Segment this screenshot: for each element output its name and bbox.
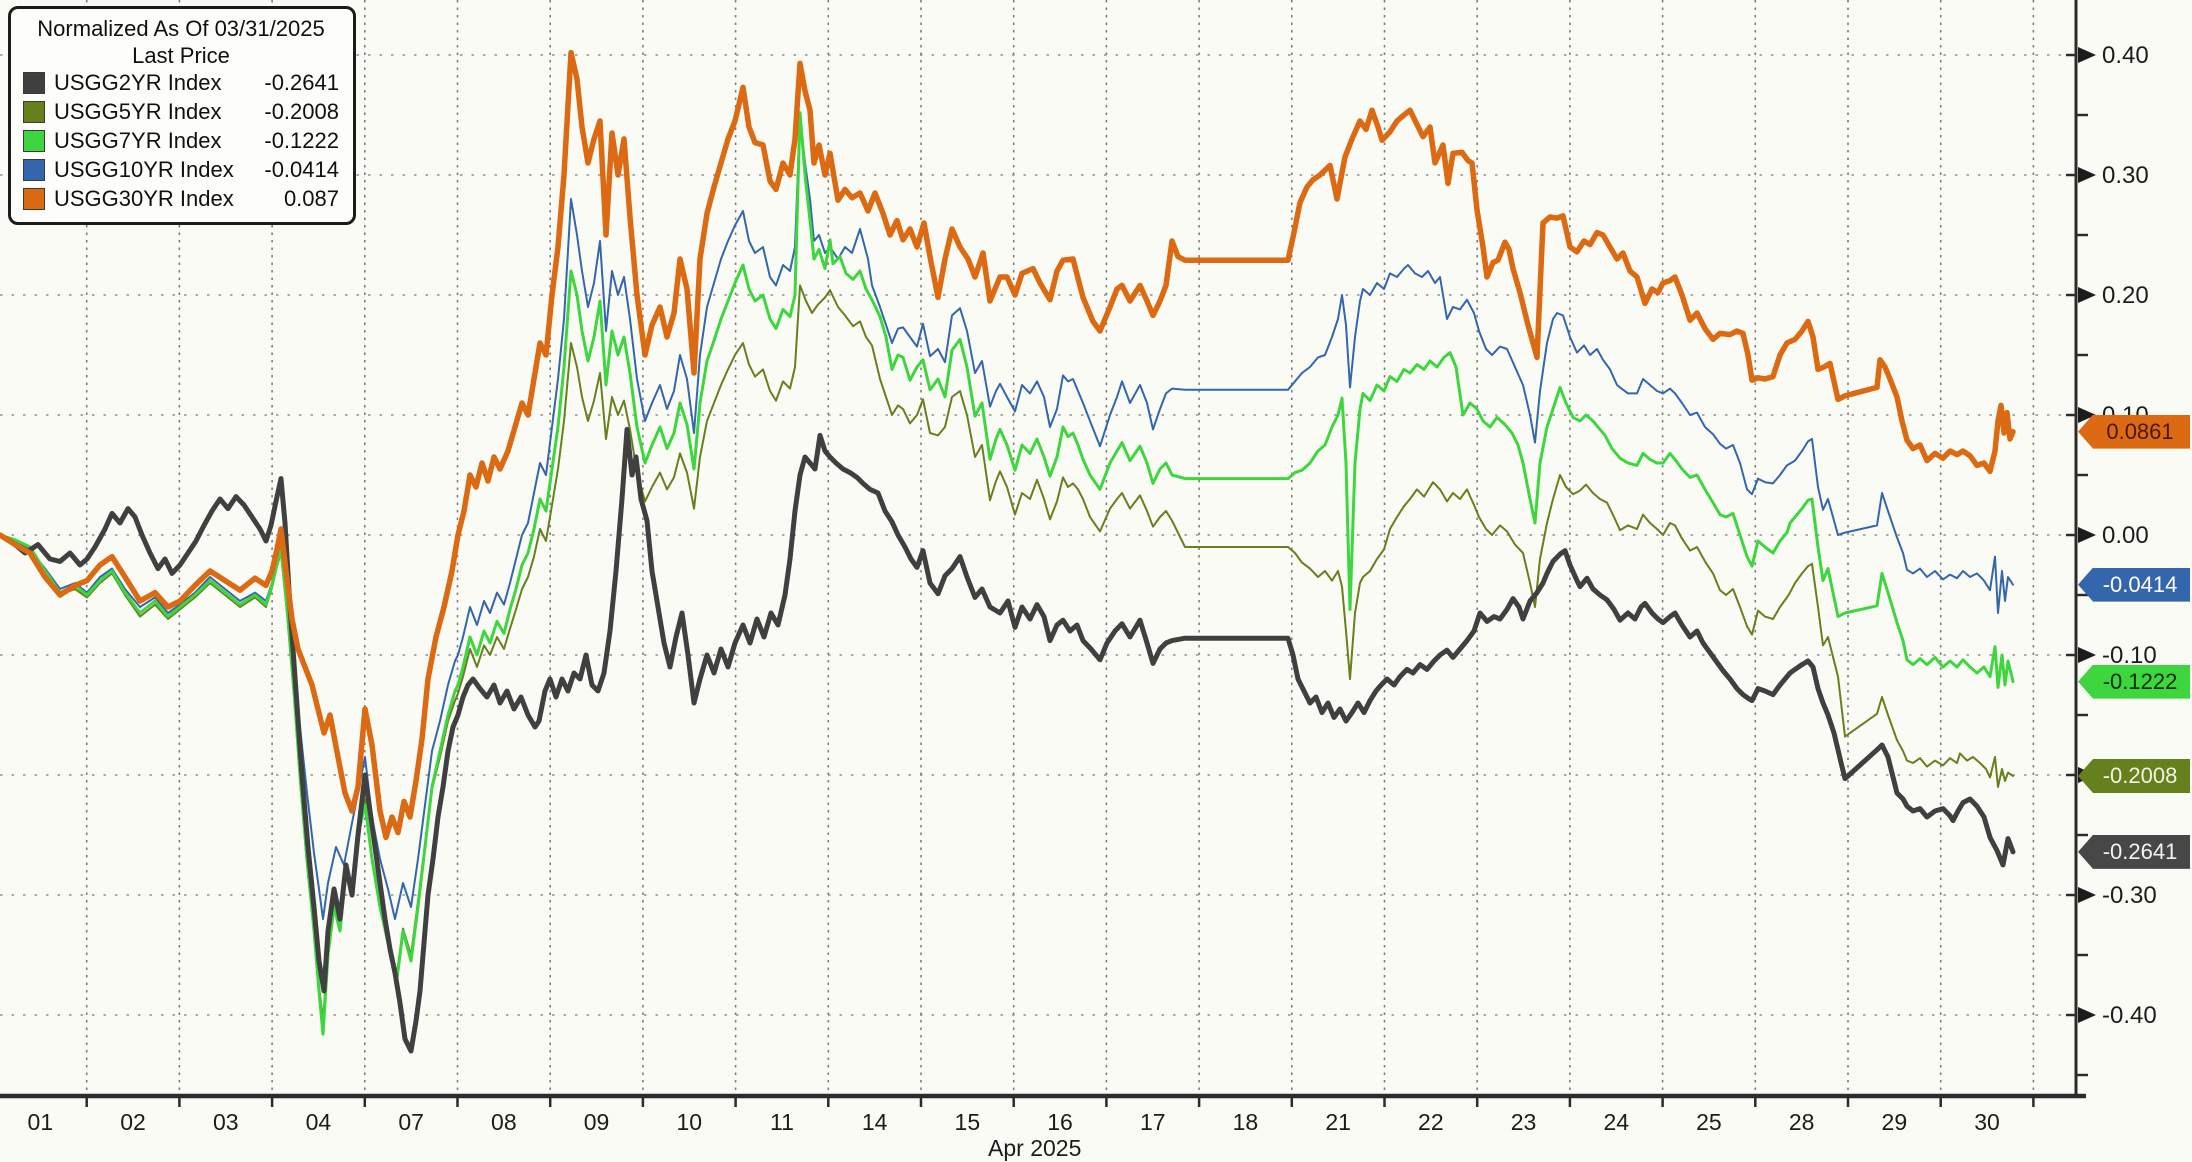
x-day-label: 03 (213, 1109, 239, 1135)
legend-item-value: -0.2008 (264, 99, 339, 125)
legend-item-label: USGG30YR Index (54, 186, 234, 212)
legend-item-usgg5yr[interactable]: USGG5YR Index -0.2008 (23, 98, 339, 127)
x-day-label: 30 (1974, 1109, 2000, 1135)
y-tick-label: -0.40 (2102, 1002, 2157, 1029)
legend-box[interactable]: Normalized As Of 03/31/2025 Last Price U… (8, 6, 356, 225)
legend-item-usgg10yr[interactable]: USGG10YR Index -0.0414 (23, 156, 339, 185)
y-tick-arrow-icon (2078, 287, 2096, 303)
x-day-label: 25 (1696, 1109, 1722, 1135)
legend-item-usgg2yr[interactable]: USGG2YR Index -0.2641 (23, 69, 339, 98)
y-tick-arrow-icon (2078, 167, 2096, 183)
legend-swatch-icon-usgg10yr (23, 159, 45, 182)
y-tick-label: 0.00 (2102, 522, 2149, 549)
x-day-label: 24 (1603, 1109, 1629, 1135)
legend-item-value: 0.087 (283, 186, 339, 212)
x-day-label: 16 (1047, 1109, 1073, 1135)
legend-item-usgg30yr[interactable]: USGG30YR Index 0.087 (23, 185, 339, 214)
x-axis-title: Apr 2025 (988, 1135, 1081, 1161)
y-tick-label: 0.30 (2102, 162, 2149, 189)
x-day-label: 04 (306, 1109, 332, 1135)
last-price-flag-usgg5yr: -0.2008 (2078, 758, 2190, 793)
legend-item-value: -0.2641 (264, 70, 339, 96)
x-day-label: 07 (398, 1109, 424, 1135)
legend-item-usgg7yr[interactable]: USGG7YR Index -0.1222 (23, 127, 339, 156)
last-price-flag-usgg10yr: -0.0414 (2078, 567, 2190, 602)
legend-item-label: USGG10YR Index (54, 157, 234, 183)
x-day-label: 10 (676, 1109, 702, 1135)
y-tick-arrow-icon (2078, 407, 2096, 423)
legend-item-value: -0.1222 (264, 128, 339, 154)
y-tick-arrow-icon (2078, 47, 2096, 63)
legend-title: Normalized As Of 03/31/2025 (37, 16, 325, 41)
y-tick-label: 0.40 (2102, 42, 2149, 69)
last-price-flag-usgg2yr: -0.2641 (2078, 834, 2190, 869)
x-day-label: 22 (1418, 1109, 1444, 1135)
last-price-flag-usgg7yr: -0.1222 (2078, 664, 2190, 699)
x-day-label: 29 (1882, 1109, 1908, 1135)
x-day-label: 17 (1140, 1109, 1166, 1135)
x-day-label: 09 (584, 1109, 610, 1135)
last-price-flag-usgg30yr: 0.0861 (2078, 414, 2190, 449)
legend-item-label: USGG2YR Index (54, 70, 222, 96)
y-tick-arrow-icon (2078, 887, 2096, 903)
series-line-usgg2yr (0, 426, 2016, 1054)
legend-item-value: -0.0414 (264, 157, 339, 183)
x-day-label: 11 (770, 1109, 794, 1135)
x-day-label: 15 (955, 1109, 981, 1135)
y-tick-label: 0.20 (2102, 282, 2149, 309)
legend-item-label: USGG7YR Index (54, 128, 222, 154)
series-line-usgg10yr (0, 114, 2014, 920)
y-tick-label: -0.10 (2102, 642, 2157, 669)
x-day-label: 18 (1233, 1109, 1259, 1135)
x-day-label: 02 (120, 1109, 146, 1135)
x-day-label: 08 (491, 1109, 517, 1135)
legend-swatch-icon-usgg2yr (23, 72, 45, 95)
y-tick-label: -0.30 (2102, 882, 2157, 909)
legend-swatch-icon-usgg7yr (23, 130, 45, 153)
legend-item-label: USGG5YR Index (54, 99, 222, 125)
legend-swatch-icon-usgg5yr (23, 101, 45, 124)
x-day-label: 28 (1789, 1109, 1815, 1135)
x-day-label: 23 (1511, 1109, 1537, 1135)
y-tick-arrow-icon (2078, 647, 2096, 663)
y-tick-arrow-icon (2078, 527, 2096, 543)
x-day-label: 01 (28, 1109, 54, 1135)
x-day-label: 21 (1325, 1109, 1351, 1135)
series-line-usgg30yr (0, 49, 2016, 841)
x-day-label: 14 (862, 1109, 888, 1135)
series-line-usgg7yr (0, 111, 2015, 1036)
legend-swatch-icon-usgg30yr (23, 188, 45, 211)
y-tick-arrow-icon (2078, 1007, 2096, 1023)
legend-subtitle: Last Price (132, 42, 230, 68)
